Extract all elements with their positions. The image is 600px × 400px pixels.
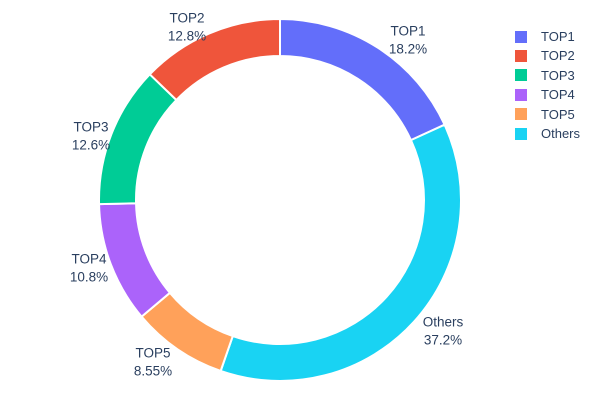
slice-label-others: Others 37.2%	[423, 315, 464, 348]
legend-item-top2[interactable]: TOP2	[515, 46, 580, 65]
slice-labels-group: TOP1 18.2% TOP2 12.8% TOP3 12.6% TOP4 10.8% TOP5…	[70, 11, 464, 379]
donut-slices-group	[98, 18, 462, 382]
pie-slice-top4[interactable]	[98, 202, 171, 318]
pie-slice-top3[interactable]	[98, 73, 178, 206]
legend-item-top3[interactable]: TOP3	[515, 66, 580, 85]
legend-item-top1[interactable]: TOP1	[515, 27, 580, 46]
slice-label-top4: TOP4 10.8%	[70, 252, 108, 285]
pie-slice-top2[interactable]	[148, 18, 281, 101]
legend-color-swatch	[515, 50, 527, 63]
legend-item-top5[interactable]: TOP5	[515, 105, 580, 124]
legend-color-swatch	[515, 88, 527, 101]
legend-item-label: TOP3	[541, 67, 575, 83]
legend-item-label: Others	[541, 125, 581, 141]
legend-color-swatch	[515, 108, 527, 121]
legend-item-label: TOP4	[541, 87, 575, 103]
legend-item-label: TOP1	[541, 29, 575, 44]
slice-label-top3: TOP3 12.6%	[72, 120, 110, 153]
legend-item-others[interactable]: Others	[515, 124, 580, 143]
chart-legend: TOP1 TOP2 TOP3 TOP4 TOP5 Others	[515, 27, 580, 143]
legend-item-top4[interactable]: TOP4	[515, 85, 580, 104]
slice-label-top5: TOP5 8.55%	[134, 346, 172, 379]
legend-color-swatch	[515, 30, 527, 43]
slice-label-top2: TOP2 12.8%	[168, 11, 206, 44]
slice-label-top1: TOP1 18.2%	[389, 24, 427, 57]
legend-color-swatch	[515, 69, 527, 82]
legend-color-swatch	[515, 127, 527, 140]
legend-item-label: TOP5	[541, 106, 575, 122]
legend-item-label: TOP2	[541, 48, 575, 64]
